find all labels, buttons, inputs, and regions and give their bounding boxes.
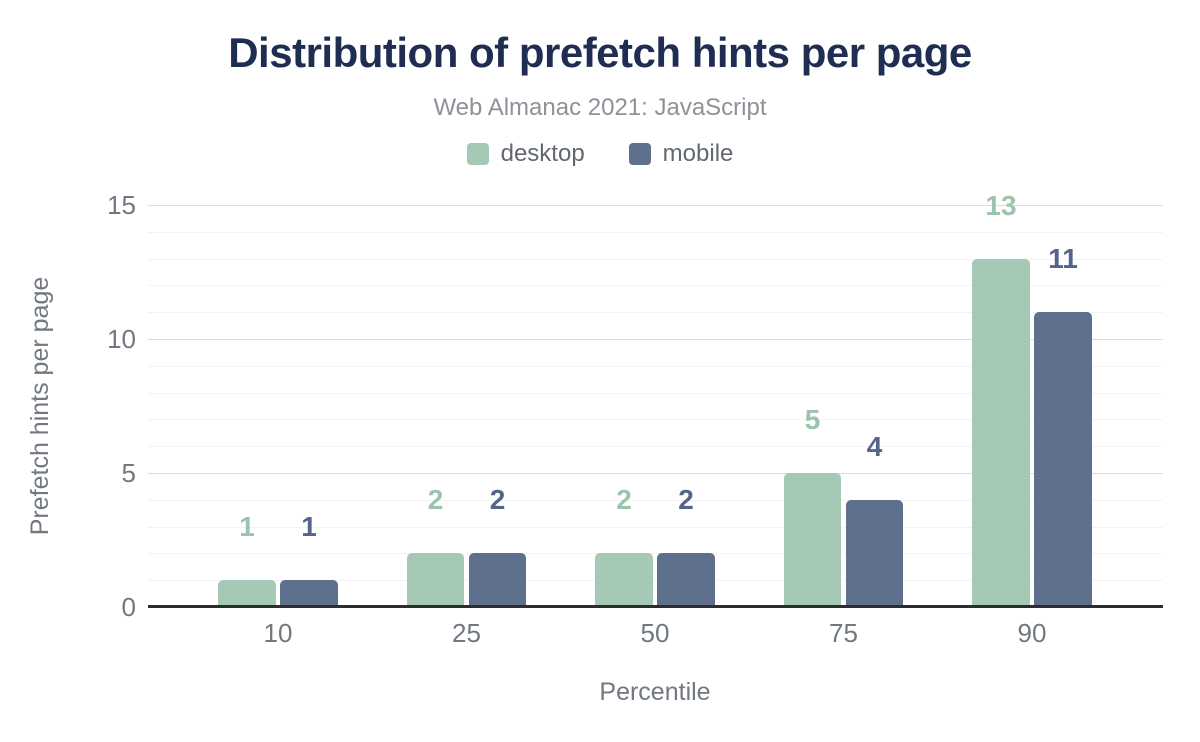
gridline-10: [148, 339, 1163, 340]
bar-mobile-p25: [468, 553, 527, 607]
legend-swatch-mobile: [628, 143, 651, 165]
x-tick-label-75: 75: [829, 618, 858, 648]
bar-mobile-p10: [280, 580, 338, 607]
gridline-11: [148, 312, 1163, 313]
bar-value-mobile-p10: 1: [301, 511, 317, 543]
bar-desktop-p75: [783, 473, 842, 607]
bar-value-mobile-p50: 2: [678, 484, 694, 516]
bar-mobile-p50: [657, 553, 715, 607]
y-tick-label-0: 0: [121, 592, 136, 622]
bar-value-desktop-p25: 2: [427, 484, 444, 516]
x-tick-label-10: 10: [263, 618, 293, 648]
y-tick-label-10: 10: [107, 324, 136, 354]
gridline-14: [148, 232, 1163, 233]
y-axis-title: Prefetch hints per page: [26, 276, 54, 536]
x-axis-title: Percentile: [599, 678, 711, 706]
gridline-6: [148, 446, 1163, 447]
x-tick-label-90: 90: [1017, 618, 1047, 648]
legend-item-mobile: mobile: [628, 140, 734, 168]
x-tick-label-25: 25: [452, 618, 481, 648]
bar-value-desktop-p90: 13: [985, 189, 1017, 221]
gridline-9: [148, 366, 1163, 367]
bar-desktop-p90: [972, 258, 1030, 607]
gridline-3: [148, 527, 1163, 528]
gridline-12: [148, 285, 1163, 286]
gridline-8: [148, 393, 1163, 394]
bar-mobile-p90: [1034, 312, 1092, 607]
bar-desktop-p25: [406, 553, 465, 607]
gridline-2: [148, 553, 1163, 554]
bar-value-mobile-p75: 4: [866, 430, 883, 462]
bar-value-desktop-p75: 5: [804, 404, 821, 435]
gridline-4: [148, 500, 1163, 501]
gridline-13: [148, 259, 1163, 260]
bar-desktop-p50: [595, 553, 653, 607]
chart-subtitle: Web Almanac 2021: JavaScript: [433, 94, 767, 121]
bar-value-desktop-p50: 2: [616, 484, 632, 516]
legend: desktop mobile: [0, 140, 1200, 168]
y-tick-label-15: 15: [107, 190, 136, 220]
gridline-15: [148, 205, 1163, 206]
gridline-1: [148, 580, 1163, 581]
y-tick-label-5: 5: [121, 458, 136, 488]
legend-item-desktop: desktop: [466, 140, 585, 168]
bar-value-mobile-p25: 2: [489, 484, 506, 516]
bar-value-desktop-p10: 1: [239, 511, 255, 543]
bar-desktop-p10: [218, 580, 276, 607]
gridline-5: [148, 473, 1163, 474]
bar-mobile-p75: [845, 499, 904, 607]
legend-label-mobile: mobile: [662, 140, 734, 167]
x-tick-label-50: 50: [640, 618, 670, 648]
legend-label-desktop: desktop: [500, 140, 585, 167]
gridline-7: [148, 419, 1163, 420]
chart-title: Distribution of prefetch hints per page: [228, 29, 972, 76]
bar-value-mobile-p90: 11: [1048, 243, 1078, 275]
legend-swatch-desktop: [466, 143, 489, 165]
x-axis-line: [148, 605, 1163, 608]
